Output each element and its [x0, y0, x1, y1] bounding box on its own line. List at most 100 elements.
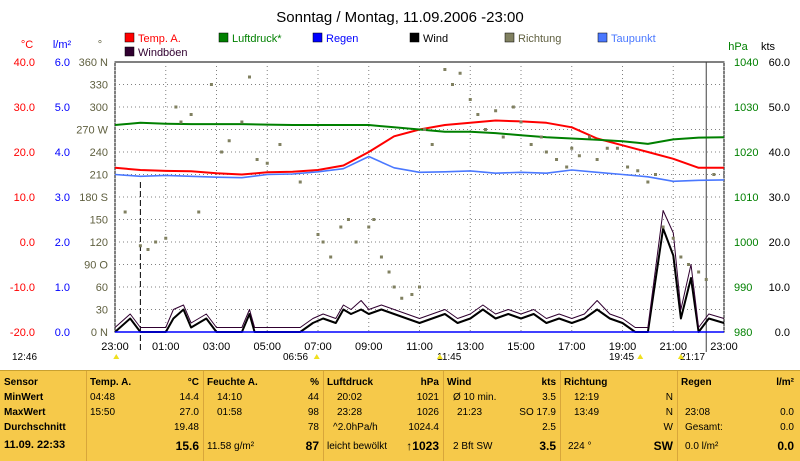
series-richtung-point — [146, 248, 150, 251]
pressure-header: Luftdruck — [327, 377, 374, 388]
wind-column: Wind kts Ø 10 min. 3.5 21:23 SO 17.9 2.5 2 … — [443, 371, 561, 461]
series-richtung-point — [615, 146, 619, 150]
series-richtung-point — [209, 83, 213, 86]
rain-max-value: 0.0 — [780, 407, 794, 418]
event-marker — [113, 354, 120, 359]
x-tick-label: 23:00 — [101, 341, 129, 353]
pressure-max-value: 1026 — [416, 407, 439, 418]
x-tick-label: 17:00 — [558, 341, 586, 353]
x-tick-label: 05:00 — [253, 341, 281, 353]
left-axis-unit: °C — [21, 39, 33, 51]
right-axis-tick: 10.0 — [769, 282, 790, 294]
series-richtung-point — [410, 293, 414, 296]
x-tick-label: 19:00 — [609, 341, 637, 353]
direction-max-value: N — [665, 407, 673, 418]
x-tick-label: 13:00 — [456, 341, 484, 353]
series-richtung-point — [565, 165, 569, 169]
humidity-min-time: 14:10 — [217, 392, 243, 403]
series-richtung-point — [443, 68, 447, 71]
humidity-header: Feuchte A. — [207, 377, 258, 388]
series-richtung-point — [570, 146, 574, 150]
legend-label: Regen — [326, 33, 358, 45]
series-richtung-point — [240, 120, 244, 124]
wind-avg-value: 3.5 — [542, 392, 556, 403]
wind-max-time: 21:23 — [457, 407, 483, 418]
legend-swatch — [312, 32, 323, 43]
rain-max-time: 23:08 — [685, 407, 711, 418]
x-tick-label: 21:00 — [659, 341, 687, 353]
wind-mean-value: 2.5 — [542, 422, 556, 433]
series-richtung-point — [450, 83, 454, 86]
direction-avg-value: W — [663, 422, 673, 433]
series-richtung-point — [555, 158, 559, 161]
series-richtung-point — [255, 158, 259, 161]
temp-min-time: 04:48 — [90, 392, 116, 403]
right-axis-tick: 20.0 — [769, 237, 790, 249]
series-richtung-point — [164, 236, 168, 240]
series-richtung-point — [321, 240, 325, 244]
series-richtung-point — [154, 240, 158, 244]
series-richtung-point — [418, 285, 421, 289]
event-marker — [436, 354, 443, 359]
rain-current-value: 0.0 — [777, 439, 794, 453]
series-richtung-point — [712, 173, 716, 176]
series-richtung-point — [671, 236, 675, 240]
legend-swatch — [218, 32, 229, 43]
series-richtung-point — [278, 143, 282, 146]
pressure-min-time: 20:02 — [337, 392, 363, 403]
series-richtung-point — [653, 173, 657, 176]
weather-forecast: leicht bewölkt — [327, 441, 388, 452]
humidity-column: Feuchte A.% 14:10 44 01:58 98 78 11.58 g/m… — [203, 371, 324, 461]
humidity-absolute: 11.58 g/m² — [207, 441, 255, 452]
sensor-avg-label: Durchschnitt — [4, 422, 66, 433]
humidity-max-time: 01:58 — [217, 407, 243, 418]
direction-max-time: 13:49 — [574, 407, 600, 418]
temp-current-value: 15.6 — [175, 439, 199, 453]
series-richtung-point — [197, 210, 201, 214]
series-richtung-point — [174, 105, 178, 109]
series-richtung-point — [316, 233, 320, 236]
series-richtung-point — [423, 128, 427, 131]
pressure-max-time: 23:28 — [337, 407, 363, 418]
direction-degrees: 224 ° — [568, 441, 592, 452]
event-label: 12:46 — [12, 352, 37, 363]
series-richtung-point — [179, 120, 183, 124]
event-marker — [313, 354, 320, 359]
rain-column: Regen l/m² 23:08 0.0 Gesamt: 0.0 0.0 l/m² 0.… — [677, 371, 798, 461]
right-axis-unit: kts — [761, 41, 776, 53]
rain-header: Regen — [681, 377, 712, 388]
right-axis-tick: 30.0 — [769, 192, 790, 204]
left-axis-tick: 2.0 — [55, 237, 70, 249]
legend-label: Taupunkt — [611, 33, 656, 45]
humidity-min-value: 44 — [307, 392, 319, 403]
series-richtung-point — [458, 71, 462, 75]
series-richtung-point — [494, 109, 498, 113]
temp-max-value: 27.0 — [179, 407, 199, 418]
left-axis-tick: 240 — [90, 147, 108, 159]
legend-swatch — [504, 32, 515, 43]
direction-header: Richtung — [564, 377, 608, 388]
wind-header: Wind — [447, 377, 472, 388]
event-label: 06:56 — [283, 352, 308, 363]
series-richtung-point — [529, 143, 533, 146]
right-axis-tick: 980 — [734, 327, 752, 339]
x-tick-label: 07:00 — [304, 341, 332, 353]
series-richtung-point — [605, 146, 609, 150]
series-richtung-point — [539, 135, 543, 139]
legend-label: Temp. A. — [138, 33, 181, 45]
left-axis-tick: 210 — [90, 170, 108, 182]
legend-label: Windböen — [138, 47, 188, 59]
temp-unit: °C — [187, 377, 199, 388]
left-axis-tick: 10.0 — [14, 192, 35, 204]
left-axis-tick: 60 — [96, 282, 108, 294]
direction-min-value: N — [665, 392, 673, 403]
series-richtung-point — [430, 143, 434, 146]
direction-current-value: SW — [653, 439, 673, 453]
series-richtung-point — [354, 240, 358, 244]
series-richtung-point — [123, 210, 127, 214]
left-axis-tick: 330 — [90, 80, 108, 92]
series-richtung-point — [511, 105, 515, 109]
left-axis-tick: 150 — [90, 215, 108, 227]
series-windböen-line — [114, 210, 725, 328]
series-richtung-point — [679, 255, 683, 259]
